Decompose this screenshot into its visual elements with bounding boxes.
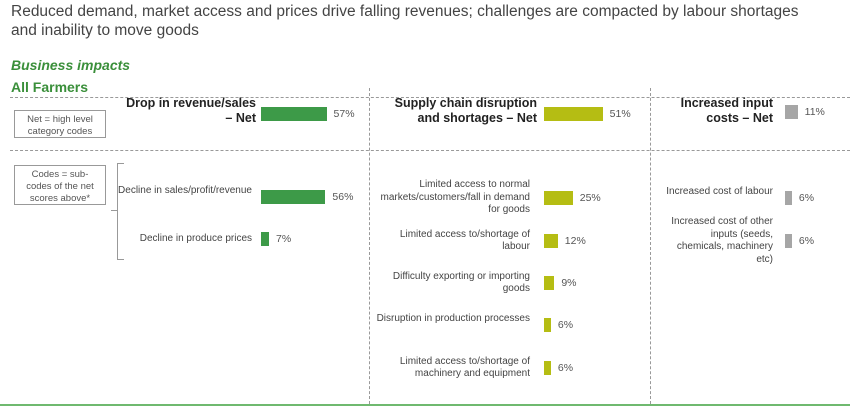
net-value-label-3: 11% xyxy=(804,106,825,118)
sub-label-2-5: Limited access to/shortage of machinery … xyxy=(399,355,530,380)
net-value-label-2: 51% xyxy=(609,108,631,120)
sub-label-3-2: Increased cost of other inputs (seeds, c… xyxy=(671,216,773,265)
sub-bar-2-4 xyxy=(544,318,551,332)
sub-label-1-2: Decline in produce prices xyxy=(139,232,252,244)
sub-value-label-3-1: 6% xyxy=(798,192,815,204)
sub-bar-2-3 xyxy=(544,276,555,290)
sub-label-1-1: Decline in sales/profit/revenue xyxy=(118,184,252,196)
net-bar-3 xyxy=(785,105,798,119)
net-bar-1 xyxy=(261,107,327,121)
sub-value-label-2-4: 6% xyxy=(557,319,574,331)
headline: Reduced demand, market access and prices… xyxy=(11,3,799,39)
sub-value-label-3-2: 6% xyxy=(798,235,815,247)
group-title: All Farmers xyxy=(11,79,89,95)
sub-bar-3-2 xyxy=(785,234,792,248)
codes-bracket xyxy=(117,163,124,260)
codes-key-box: Codes = sub-codes of the net scores abov… xyxy=(14,165,106,205)
net-value-label-1: 57% xyxy=(333,108,355,120)
sub-bar-1-2 xyxy=(261,232,270,246)
net-title-3: Increased input costs – Net xyxy=(680,96,773,125)
sub-bar-2-1 xyxy=(544,191,573,205)
sub-value-label-2-2: 12% xyxy=(564,235,586,247)
sub-value-label-2-5: 6% xyxy=(557,362,574,374)
sub-label-3-1: Increased cost of labour xyxy=(666,185,773,197)
section-title: Business impacts xyxy=(11,57,131,73)
sub-label-2-3: Difficulty exporting or importing goods xyxy=(392,270,530,295)
sub-bar-2-2 xyxy=(544,234,558,248)
panel-separator-1 xyxy=(369,88,370,404)
net-key-box: Net = high level category codes xyxy=(14,110,106,138)
sub-label-2-2: Limited access to/shortage of labour xyxy=(399,228,530,253)
sub-value-label-2-3: 9% xyxy=(561,277,577,289)
divider-top xyxy=(10,97,850,98)
net-title-2: Supply chain disruption and shortages – … xyxy=(394,96,537,125)
bracket-tick xyxy=(111,210,117,211)
sub-bar-2-5 xyxy=(544,361,551,375)
net-title-1: Drop in revenue/sales – Net xyxy=(126,96,256,125)
sub-value-label-2-1: 25% xyxy=(579,192,601,204)
panel-separator-2 xyxy=(650,88,651,404)
sub-value-label-1-1: 56% xyxy=(332,191,354,203)
sub-bar-1-1 xyxy=(261,190,326,204)
sub-value-label-1-2: 7% xyxy=(276,233,292,245)
sub-bar-3-1 xyxy=(785,191,792,205)
divider-middle xyxy=(10,150,850,151)
net-bar-2 xyxy=(544,107,603,121)
sub-label-2-4: Disruption in production processes xyxy=(376,312,530,324)
sub-label-2-1: Limited access to normal markets/custome… xyxy=(380,179,530,216)
bottom-rule xyxy=(0,404,850,406)
